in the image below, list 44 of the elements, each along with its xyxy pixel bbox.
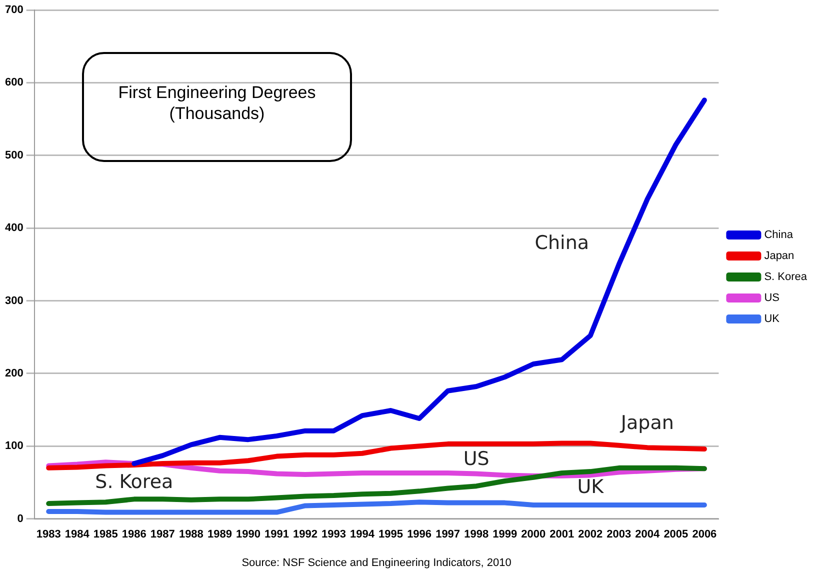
x-tick-label: 1983 [36,528,61,540]
y-tick-label: 100 [4,440,24,452]
y-tick-label: 0 [17,512,24,525]
text: China [534,232,590,254]
legend-label: China [764,229,794,242]
text: Japan [620,412,674,434]
x-tick-label: 1996 [407,528,432,540]
x-tick-label: 1994 [350,528,376,540]
x-tick-label: 2006 [692,528,717,540]
text: UK [577,476,604,498]
x-tick-label: 1988 [178,528,204,540]
x-tick-label: 1997 [436,528,460,540]
legend-label: US [764,292,780,304]
y-tick-label: 600 [4,76,24,89]
x-tick-label: 1992 [292,528,318,540]
y-tick-label: 200 [4,367,24,380]
x-tick-label: 2002 [578,528,603,540]
legend-label: S. Korea [764,271,808,284]
x-tick-label: 1989 [207,528,232,540]
x-tick-label: 2001 [550,528,574,540]
x-tick-label: 1999 [492,528,518,540]
text: S. Korea [95,471,174,494]
x-tick-label: 2005 [664,528,688,540]
x-tick-label: 2004 [635,528,661,540]
y-tick-label: 400 [4,222,24,234]
x-tick-label: 1993 [322,528,346,540]
legend-label: Japan [764,250,794,262]
text: First Engineering Degrees (Thousands) [117,82,317,124]
x-tick-label: 1995 [378,528,404,540]
x-tick-label: 1990 [236,528,260,540]
x-tick-label: 1998 [464,528,489,540]
x-tick-label: 1985 [93,528,118,540]
source-note: Source: NSF Science and Engineering Indicators, 2010 [242,557,512,570]
x-tick-label: 1986 [122,528,146,540]
y-tick-label: 700 [4,4,24,16]
x-tick-label: 1987 [150,528,175,540]
x-tick-label: 2000 [521,528,546,540]
y-tick-label: 300 [4,294,24,307]
y-tick-label: 500 [4,149,24,162]
x-tick-label: 2003 [606,528,632,540]
legend-label: UK [764,313,780,326]
x-tick-label: 1984 [64,528,90,540]
x-tick-label: 1991 [264,528,289,540]
text: US [463,448,490,470]
